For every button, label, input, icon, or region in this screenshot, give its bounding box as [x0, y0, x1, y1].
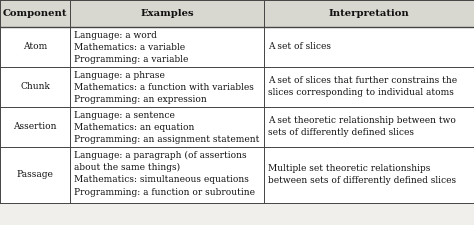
Text: Chunk: Chunk	[20, 82, 50, 91]
Text: Passage: Passage	[17, 170, 54, 179]
Text: Atom: Atom	[23, 42, 47, 51]
Text: Interpretation: Interpretation	[329, 9, 410, 18]
Text: A set of slices: A set of slices	[268, 42, 331, 51]
Text: Component: Component	[3, 9, 67, 18]
Bar	[0, 107, 474, 147]
Text: Assertion: Assertion	[13, 122, 57, 131]
Text: Language: a phrase
Mathematics: a function with variables
Programming: an expres: Language: a phrase Mathematics: a functi…	[74, 71, 254, 104]
Bar	[0, 67, 474, 107]
Bar	[0, 147, 474, 202]
Text: A set theoretic relationship between two
sets of differently defined slices: A set theoretic relationship between two…	[268, 116, 456, 137]
Text: A set of slices that further constrains the
slices corresponding to individual a: A set of slices that further constrains …	[268, 76, 457, 97]
Bar	[0, 0, 474, 27]
Text: Examples: Examples	[140, 9, 194, 18]
Text: Multiple set theoretic relationships
between sets of differently defined slices: Multiple set theoretic relationships bet…	[268, 164, 456, 185]
Bar	[0, 202, 474, 225]
Bar	[0, 27, 474, 67]
Text: Language: a paragraph (of assertions
about the same things)
Mathematics: simulta: Language: a paragraph (of assertions abo…	[74, 151, 255, 196]
Text: Language: a word
Mathematics: a variable
Programming: a variable: Language: a word Mathematics: a variable…	[74, 31, 188, 64]
Text: Language: a sentence
Mathematics: an equation
Programming: an assignment stateme: Language: a sentence Mathematics: an equ…	[74, 111, 259, 144]
